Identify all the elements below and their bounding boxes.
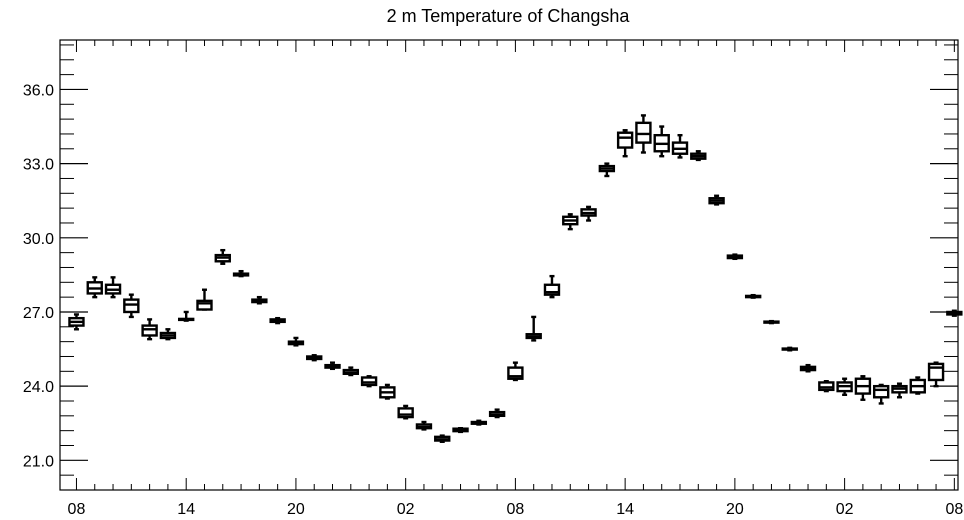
box-plot-mark — [763, 319, 780, 325]
box-plot-mark — [708, 194, 725, 206]
box-plot-mark — [891, 382, 908, 399]
box-plot-mark — [379, 383, 396, 400]
box-plot-mark — [946, 309, 963, 317]
box-plot-mark — [232, 269, 250, 278]
box-plot-mark — [397, 404, 414, 420]
x-tick-label: 02 — [836, 501, 854, 518]
box-plot-mark — [543, 274, 561, 299]
box-plot-mark — [306, 354, 323, 362]
chart-title: 2 m Temperature of Changsha — [387, 6, 631, 26]
y-tick-label: 30.0 — [23, 231, 54, 248]
box-plot-mark — [434, 434, 451, 443]
box-plot-mark — [927, 361, 945, 388]
box-plot-mark — [872, 383, 890, 405]
box-plot-mark — [123, 293, 140, 319]
box-plot-mark — [653, 125, 670, 158]
y-tick-label: 36.0 — [23, 82, 54, 99]
plot-area-frame — [59, 39, 959, 491]
x-axis: 08 14 20 02 08 14 20 02 08 — [68, 40, 963, 518]
box-plot-mark — [214, 248, 231, 265]
box-plot-mark — [781, 346, 798, 352]
box-plot-mark — [562, 213, 579, 231]
x-tick-label: 14 — [616, 501, 634, 518]
box-plot-mark — [415, 420, 433, 431]
x-tick-label: 02 — [397, 501, 415, 518]
y-axis: 21.0 24.0 27.0 30.0 33.0 36.0 — [23, 44, 958, 491]
y-tick-label: 24.0 — [23, 379, 54, 396]
box-plot-mark — [580, 205, 597, 222]
box-plot-mark — [836, 377, 853, 397]
box-plot-mark — [744, 293, 762, 299]
box-series — [68, 114, 963, 443]
box-plot-mark — [104, 276, 122, 299]
x-tick-label: 08 — [507, 501, 525, 518]
box-plot-mark — [269, 316, 286, 325]
box-plot-mark — [470, 419, 488, 426]
box-plot-mark — [616, 129, 634, 158]
box-plot-mark — [525, 315, 542, 342]
box-plot-mark — [324, 361, 341, 371]
box-plot-mark — [251, 295, 268, 305]
box-plot-mark — [635, 114, 652, 154]
box-plot-mark — [598, 162, 616, 178]
x-tick-label: 08 — [68, 501, 86, 518]
x-tick-label: 20 — [287, 501, 305, 518]
y-tick-label: 21.0 — [23, 453, 54, 470]
x-tick-label: 08 — [945, 501, 963, 518]
box-plot-mark — [196, 288, 213, 311]
box-plot-mark — [141, 318, 158, 341]
box-plot-mark — [854, 375, 872, 401]
box-plot-mark — [726, 253, 744, 261]
box-plot-mark — [177, 310, 195, 322]
box-plot-mark — [86, 276, 103, 299]
box-plot-mark — [818, 380, 835, 393]
x-tick-label: 20 — [726, 501, 744, 518]
box-plot-mark — [68, 313, 85, 331]
y-tick-label: 27.0 — [23, 305, 54, 322]
box-plot-mark — [488, 408, 506, 419]
box-plot-mark — [671, 133, 689, 159]
x-tick-label: 14 — [177, 501, 195, 518]
box-plot-mark — [342, 366, 359, 377]
box-plot-mark — [452, 426, 469, 434]
box-plot-mark — [287, 336, 305, 347]
box-plot-mark — [909, 376, 926, 395]
box-plot-mark — [690, 150, 707, 162]
y-tick-label: 33.0 — [23, 157, 54, 174]
box-plot-mark — [507, 361, 524, 382]
box-plot-mark — [799, 363, 817, 373]
box-plot-mark — [360, 375, 378, 388]
box-plot-mark — [159, 328, 177, 341]
